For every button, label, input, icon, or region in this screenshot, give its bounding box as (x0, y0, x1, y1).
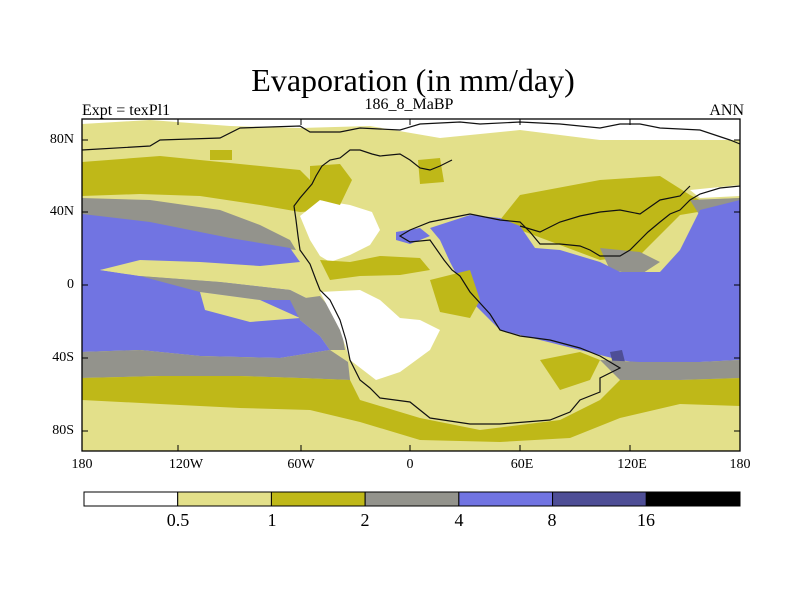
lon-tick-label: 120E (617, 457, 647, 472)
field-blue-small (396, 228, 430, 244)
field-olive-patch-1 (210, 150, 232, 160)
colorbar-swatch (177, 491, 272, 507)
colorbar-label: 4 (454, 510, 464, 530)
colorbar-label: 16 (637, 510, 655, 530)
season-label: ANN (709, 102, 744, 119)
lat-tick-label: 40S (52, 350, 74, 365)
field-gray-south-pacific (82, 350, 350, 380)
colorbar-swatch (458, 491, 554, 507)
field-white-north-continent (300, 200, 380, 262)
field-white-east-edge (690, 185, 740, 198)
field-gray-equator-pacific (140, 276, 310, 300)
colorbar-swatch (645, 491, 741, 507)
field-light-wedge-2 (200, 292, 300, 322)
field-gray-north-pacific (82, 198, 296, 250)
lon-tick-label: 0 (406, 457, 414, 472)
lon-tick-label: 180 (729, 457, 751, 472)
colorbar-label: 2 (360, 510, 370, 530)
field-olive-interior-1 (310, 164, 352, 205)
colorbar-label: 8 (547, 510, 557, 530)
colorbar-label: 1 (267, 510, 277, 530)
lat-tick-label: 40N (49, 204, 74, 219)
lat-tick-label: 80S (52, 423, 74, 438)
field-olive-interior-2 (430, 270, 480, 318)
colorbar-swatch (364, 491, 460, 507)
experiment-label: Expt = texPl1 (82, 102, 171, 119)
continent-outline (81, 121, 741, 425)
field-gray-east-coast (600, 248, 660, 275)
field-olive-south (82, 376, 740, 442)
colorbar (83, 491, 741, 507)
lat-tick-label: 0 (67, 277, 74, 292)
colorbar-swatch (270, 491, 366, 507)
lon-tick-marks (81, 119, 741, 451)
field-blue-east (430, 200, 740, 366)
field-olive-north-pacific (82, 156, 330, 212)
lat-tick-label: 80N (49, 132, 74, 147)
plot-title: Evaporation (in mm/day) (251, 62, 575, 98)
field-olive-interior-3 (320, 256, 430, 280)
lon-tick-label: 120W (168, 457, 204, 472)
field-light-equator-pacific (100, 262, 300, 288)
field-gray-south-east (600, 360, 740, 380)
field-olive-interior-4 (540, 352, 600, 390)
lon-tick-label: 60W (287, 457, 315, 472)
colorbar-swatch (552, 491, 647, 507)
field-olive-northeast (500, 176, 740, 260)
evaporation-field (82, 119, 740, 451)
lon-tick-label: 180 (71, 457, 93, 472)
lat-tick-marks (82, 139, 740, 432)
colorbar-label: 0.5 (166, 510, 190, 530)
colorbar-swatch (83, 491, 179, 507)
northeast-coast-outline (519, 185, 691, 233)
lon-tick-label: 60E (510, 457, 534, 472)
period-label: 186_8_MaBP (364, 96, 454, 113)
field-white-arctic (82, 119, 740, 140)
field-olive-patch-2 (418, 158, 444, 184)
